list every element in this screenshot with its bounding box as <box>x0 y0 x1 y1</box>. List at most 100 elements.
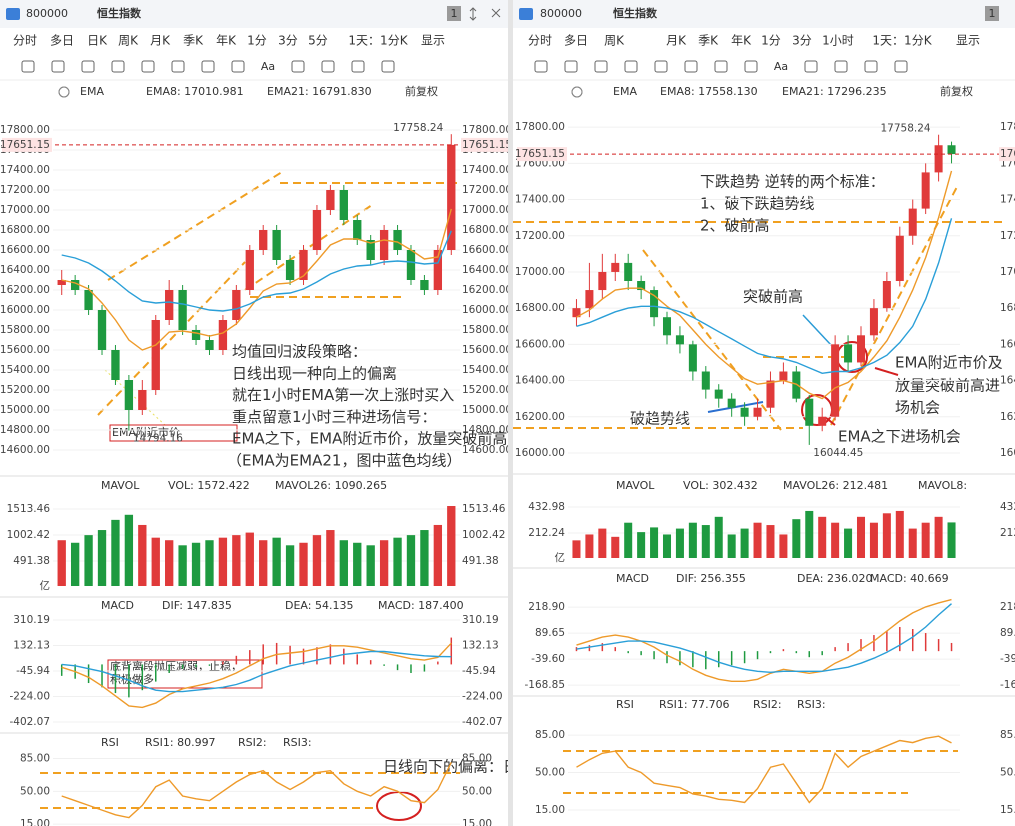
candle-body <box>433 250 443 290</box>
candle-body <box>245 250 254 290</box>
adjust[interactable]: 前复权 <box>405 84 438 98</box>
legend-title: RSI <box>616 698 634 711</box>
tool-icon[interactable] <box>894 60 908 73</box>
tool-icon[interactable] <box>81 60 95 73</box>
tool-text[interactable]: Aa <box>261 60 275 73</box>
gear-icon[interactable] <box>58 86 70 98</box>
tool-icon[interactable] <box>351 60 365 73</box>
tab[interactable]: 5分 <box>308 34 328 48</box>
tool-icon[interactable] <box>534 60 548 73</box>
y-tick-label: 85.00 <box>462 753 492 765</box>
legend-ema8: EMA8: 17558.130 <box>660 85 758 98</box>
tab[interactable]: 季K <box>698 34 719 48</box>
y-tick-label: -168.85 <box>524 679 565 691</box>
tool-icon[interactable] <box>744 60 758 73</box>
volume-bar <box>727 534 736 558</box>
right-panel: 800000 恒生指数 1 EMA EMA8: 17558.130 EMA21:… <box>513 0 1015 816</box>
y-tick-label: 212.24 <box>1000 527 1015 539</box>
ema21-line <box>576 218 953 375</box>
candle-body <box>688 344 697 372</box>
annotation: 1、破下跌趋势线 <box>700 195 815 213</box>
volume-bar <box>572 540 581 558</box>
tool-icon[interactable] <box>864 60 878 73</box>
tool-icon[interactable] <box>201 60 215 73</box>
rsi-line <box>576 735 952 804</box>
tool-icon[interactable] <box>141 60 155 73</box>
volume-bar <box>650 527 659 558</box>
tool-icon[interactable] <box>231 60 245 73</box>
y-tick-label: 15600.00 <box>0 344 50 356</box>
y-tick-label: 17400.00 <box>462 164 508 176</box>
tab[interactable]: 月K <box>666 34 687 48</box>
volume-bar <box>97 530 107 586</box>
legend-rsi3: RSI3: <box>283 736 312 749</box>
y-tick-label: 310.19 <box>13 614 50 626</box>
adjust[interactable]: 前复权 <box>940 84 973 98</box>
pane-box[interactable] <box>447 6 461 21</box>
volume-bar <box>934 516 943 558</box>
close-icon[interactable] <box>491 8 501 18</box>
tool-icon[interactable] <box>654 60 668 73</box>
display-menu[interactable]: 显示 <box>421 34 445 48</box>
trend-line <box>97 261 246 416</box>
tool-icon[interactable] <box>111 60 125 73</box>
candle-body <box>714 389 723 399</box>
tool-icon[interactable] <box>594 60 608 73</box>
tab[interactable]: 日K <box>87 34 108 48</box>
y-tick-label: -45.94 <box>16 665 50 677</box>
tool-icon[interactable] <box>51 60 65 73</box>
y-tick-label: 17000.00 <box>462 204 508 216</box>
resize-icon[interactable] <box>469 7 477 21</box>
tool-icon[interactable] <box>321 60 335 73</box>
candle-body <box>856 335 866 363</box>
tab[interactable]: 年K <box>216 34 237 48</box>
tab[interactable]: 周K <box>118 34 139 48</box>
legend-rsi2: RSI2: <box>753 698 782 711</box>
tab[interactable]: 1小时 <box>822 34 854 48</box>
tool-icon[interactable] <box>834 60 848 73</box>
tool-icon[interactable] <box>381 60 395 73</box>
gear-icon[interactable] <box>571 86 583 98</box>
tool-text[interactable]: Aa <box>774 60 788 73</box>
interval-select[interactable]: 1天：1分K <box>348 34 408 48</box>
legend-title: RSI <box>101 736 119 749</box>
legend-title: MAVOL <box>101 479 140 492</box>
last-price-tag <box>461 137 508 152</box>
tab[interactable]: 月K <box>150 34 171 48</box>
tool-icon[interactable] <box>291 60 305 73</box>
tool-icon[interactable] <box>21 60 35 73</box>
legend-vol: VOL: 302.432 <box>683 479 758 492</box>
y-tick-label: 16000.00 <box>1000 447 1015 459</box>
tab[interactable]: 多日 <box>50 34 74 48</box>
tool-icon[interactable] <box>684 60 698 73</box>
candle-body <box>393 230 402 250</box>
tab[interactable]: 分时 <box>13 34 37 48</box>
tab[interactable]: 3分 <box>792 34 812 48</box>
volume-bar <box>869 522 878 558</box>
tab[interactable]: 分时 <box>528 34 552 48</box>
tab[interactable]: 1分 <box>247 34 267 48</box>
tool-icon[interactable] <box>804 60 818 73</box>
tab[interactable]: 3分 <box>278 34 298 48</box>
interval-select[interactable]: 1天：1分K <box>872 34 932 48</box>
candle-body <box>895 235 904 281</box>
tab[interactable]: 1分 <box>761 34 781 48</box>
annotation: EMA附近市价及 <box>895 354 1003 372</box>
volume-bar <box>70 542 80 586</box>
display-menu[interactable]: 显示 <box>956 34 980 48</box>
tool-icon[interactable] <box>624 60 638 73</box>
volume-bar <box>447 506 456 586</box>
annotation: 就在1小时EMA第一次上涨时买入 <box>232 386 454 404</box>
tool-icon[interactable] <box>171 60 185 73</box>
tab[interactable]: 周K <box>604 34 625 48</box>
tool-icon[interactable] <box>564 60 578 73</box>
tab[interactable]: 季K <box>183 34 204 48</box>
legend-mavol: MAVOL26: 1090.265 <box>275 479 387 492</box>
pane-box[interactable] <box>985 6 999 21</box>
tab[interactable]: 年K <box>731 34 752 48</box>
tool-icon[interactable] <box>714 60 728 73</box>
unit-label: 亿 <box>555 551 566 564</box>
annotation: 重点留意1小时三种进场信号： <box>232 408 437 426</box>
candle-body <box>111 350 120 380</box>
tab[interactable]: 多日 <box>564 34 588 48</box>
